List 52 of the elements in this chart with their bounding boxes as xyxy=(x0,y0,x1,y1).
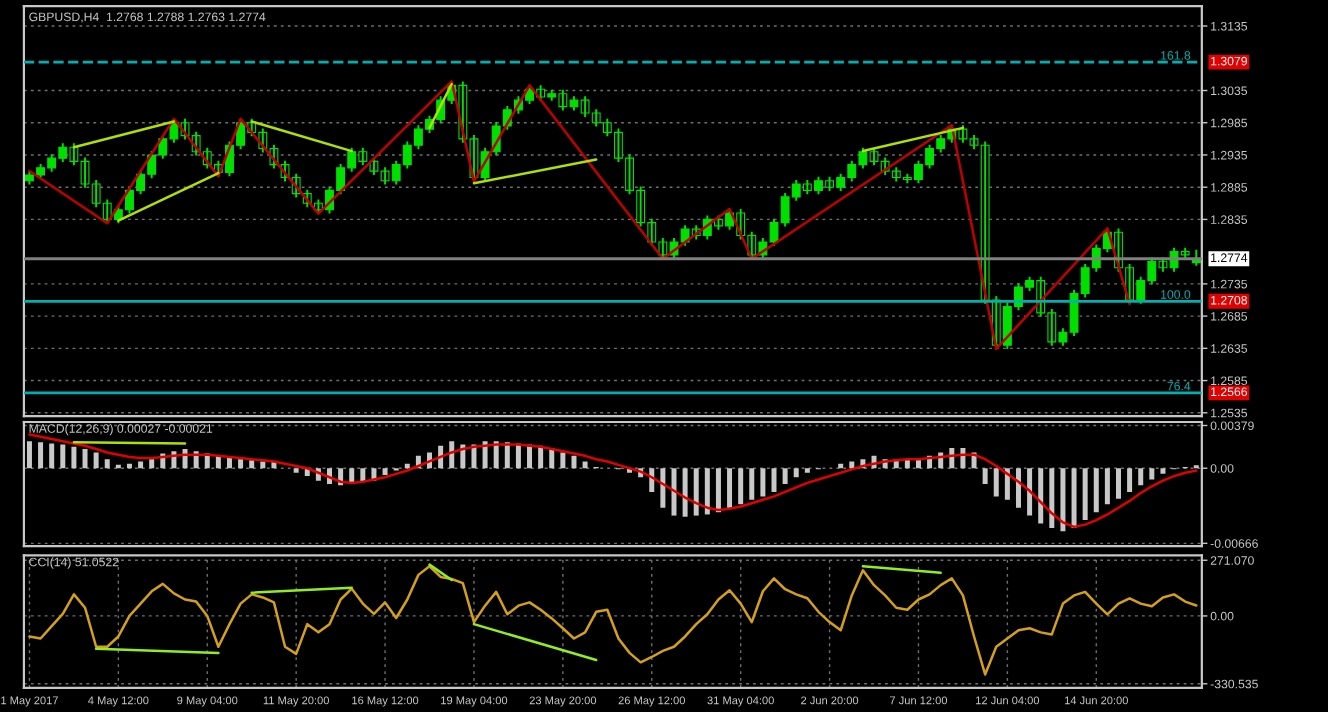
line-series xyxy=(28,433,1198,529)
bar xyxy=(82,449,88,469)
bar xyxy=(1093,468,1099,513)
bar xyxy=(93,452,99,469)
bar xyxy=(660,468,666,508)
bar xyxy=(782,468,788,485)
bar xyxy=(449,441,455,469)
bar xyxy=(849,461,855,469)
bar xyxy=(1149,468,1155,480)
bar xyxy=(560,452,566,469)
bar xyxy=(482,441,488,469)
bar xyxy=(1160,468,1166,474)
bar xyxy=(1071,468,1077,528)
bar xyxy=(71,446,77,469)
bar xyxy=(60,444,66,469)
bar xyxy=(249,460,255,469)
bar xyxy=(682,468,688,517)
bar xyxy=(1104,468,1110,505)
bar xyxy=(260,461,266,469)
bar xyxy=(982,468,988,485)
bar xyxy=(727,468,733,508)
bar xyxy=(749,468,755,500)
bar xyxy=(49,443,55,469)
bar xyxy=(771,468,777,492)
bar xyxy=(715,468,721,513)
bar xyxy=(571,455,577,469)
bar xyxy=(1027,468,1033,516)
bar xyxy=(104,459,110,469)
bar xyxy=(1082,468,1088,521)
bar xyxy=(149,459,155,469)
bar xyxy=(1004,468,1010,500)
bar xyxy=(382,468,388,475)
bar xyxy=(582,461,588,469)
bar xyxy=(1116,468,1121,499)
bar xyxy=(1038,468,1044,524)
bar xyxy=(993,468,999,497)
bar xyxy=(1049,468,1055,528)
bar xyxy=(671,468,677,516)
bar xyxy=(760,468,766,497)
bar xyxy=(693,468,699,516)
line-series xyxy=(28,80,1131,351)
bar xyxy=(1127,468,1133,492)
bar xyxy=(238,459,244,469)
bar xyxy=(738,468,744,505)
bar xyxy=(793,468,799,478)
bar xyxy=(138,461,144,469)
bar xyxy=(38,442,44,469)
bar xyxy=(704,468,710,515)
bar xyxy=(1060,468,1066,532)
bar xyxy=(1015,468,1021,508)
bar xyxy=(360,468,366,482)
bar xyxy=(1138,468,1144,486)
